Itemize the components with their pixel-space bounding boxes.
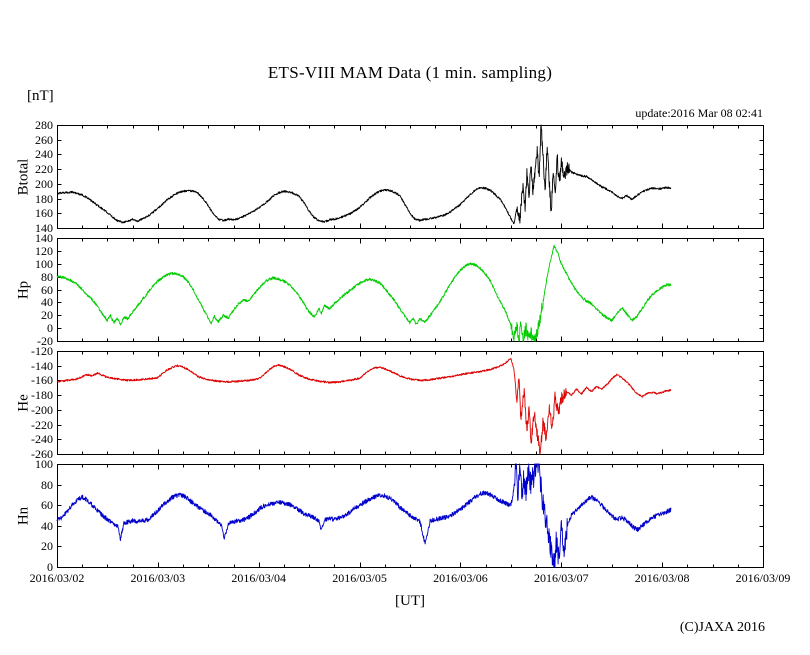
x-tick-label: 2016/03/02 [29, 571, 85, 585]
y-tick-label: -200 [31, 402, 53, 417]
y-tick-label: 80 [41, 269, 53, 284]
y-tick-label: -120 [31, 344, 53, 358]
y-tick-label: 220 [35, 162, 53, 177]
panel-frame-he [57, 351, 764, 455]
y-tick-label: 0 [47, 560, 53, 574]
y-tick-label: -220 [31, 417, 53, 432]
y-tick-label: 100 [35, 256, 53, 271]
y-tick-label: 120 [35, 243, 53, 258]
x-tick-label: 2016/03/05 [332, 571, 387, 585]
y-tick-label: 140 [35, 231, 53, 245]
y-tick-label: 140 [35, 221, 53, 235]
y-axis-label-he: He [15, 393, 32, 412]
x-tick-label: 2016/03/03 [130, 571, 186, 585]
y-tick-label: -140 [31, 358, 53, 373]
y-tick-label: 20 [41, 539, 53, 554]
y-unit-label: [nT] [27, 88, 54, 104]
series-line-hn [56, 463, 672, 568]
y-tick-label: 100 [35, 457, 53, 471]
y-tick-label: 40 [41, 518, 53, 533]
y-tick-label: 20 [41, 308, 53, 323]
x-tick-label: 2016/03/06 [433, 571, 488, 585]
update-timestamp: update:2016 Mar 08 02:41 [635, 106, 763, 120]
y-tick-label: 160 [35, 206, 53, 221]
series-line-hp [56, 244, 672, 342]
x-tick-label: 2016/03/08 [634, 571, 690, 585]
y-tick-label: -180 [31, 388, 53, 403]
y-tick-label: -240 [31, 432, 53, 447]
y-tick-label: 60 [41, 498, 53, 513]
series-line-he [56, 358, 672, 455]
y-axis-label-hn: Hn [15, 506, 32, 525]
y-tick-label: 240 [35, 147, 53, 162]
y-tick-label: 60 [41, 282, 53, 297]
y-tick-label: 40 [41, 295, 53, 310]
x-tick-label: 2016/03/07 [533, 571, 589, 585]
series-line-btotal [56, 124, 672, 225]
y-tick-label: -20 [37, 334, 53, 348]
x-tick-label: 2016/03/09 [735, 571, 791, 585]
y-tick-label: 200 [35, 176, 53, 191]
y-tick-label: 180 [35, 191, 53, 206]
x-axis-label: [UT] [395, 593, 425, 609]
y-tick-label: -260 [31, 447, 53, 461]
y-tick-label: -160 [31, 373, 53, 388]
y-tick-label: 0 [47, 321, 53, 336]
x-tick-label: 2016/03/04 [231, 571, 287, 585]
y-axis-label-hp: Hp [15, 280, 32, 299]
y-tick-label: 80 [41, 477, 53, 492]
chart-title: ETS-VIII MAM Data (1 min. sampling) [267, 63, 553, 82]
y-axis-label-btotal: Btotal [15, 158, 32, 195]
y-tick-label: 260 [35, 132, 53, 147]
copyright: (C)JAXA 2016 [679, 620, 765, 635]
y-tick-label: 280 [35, 118, 53, 132]
